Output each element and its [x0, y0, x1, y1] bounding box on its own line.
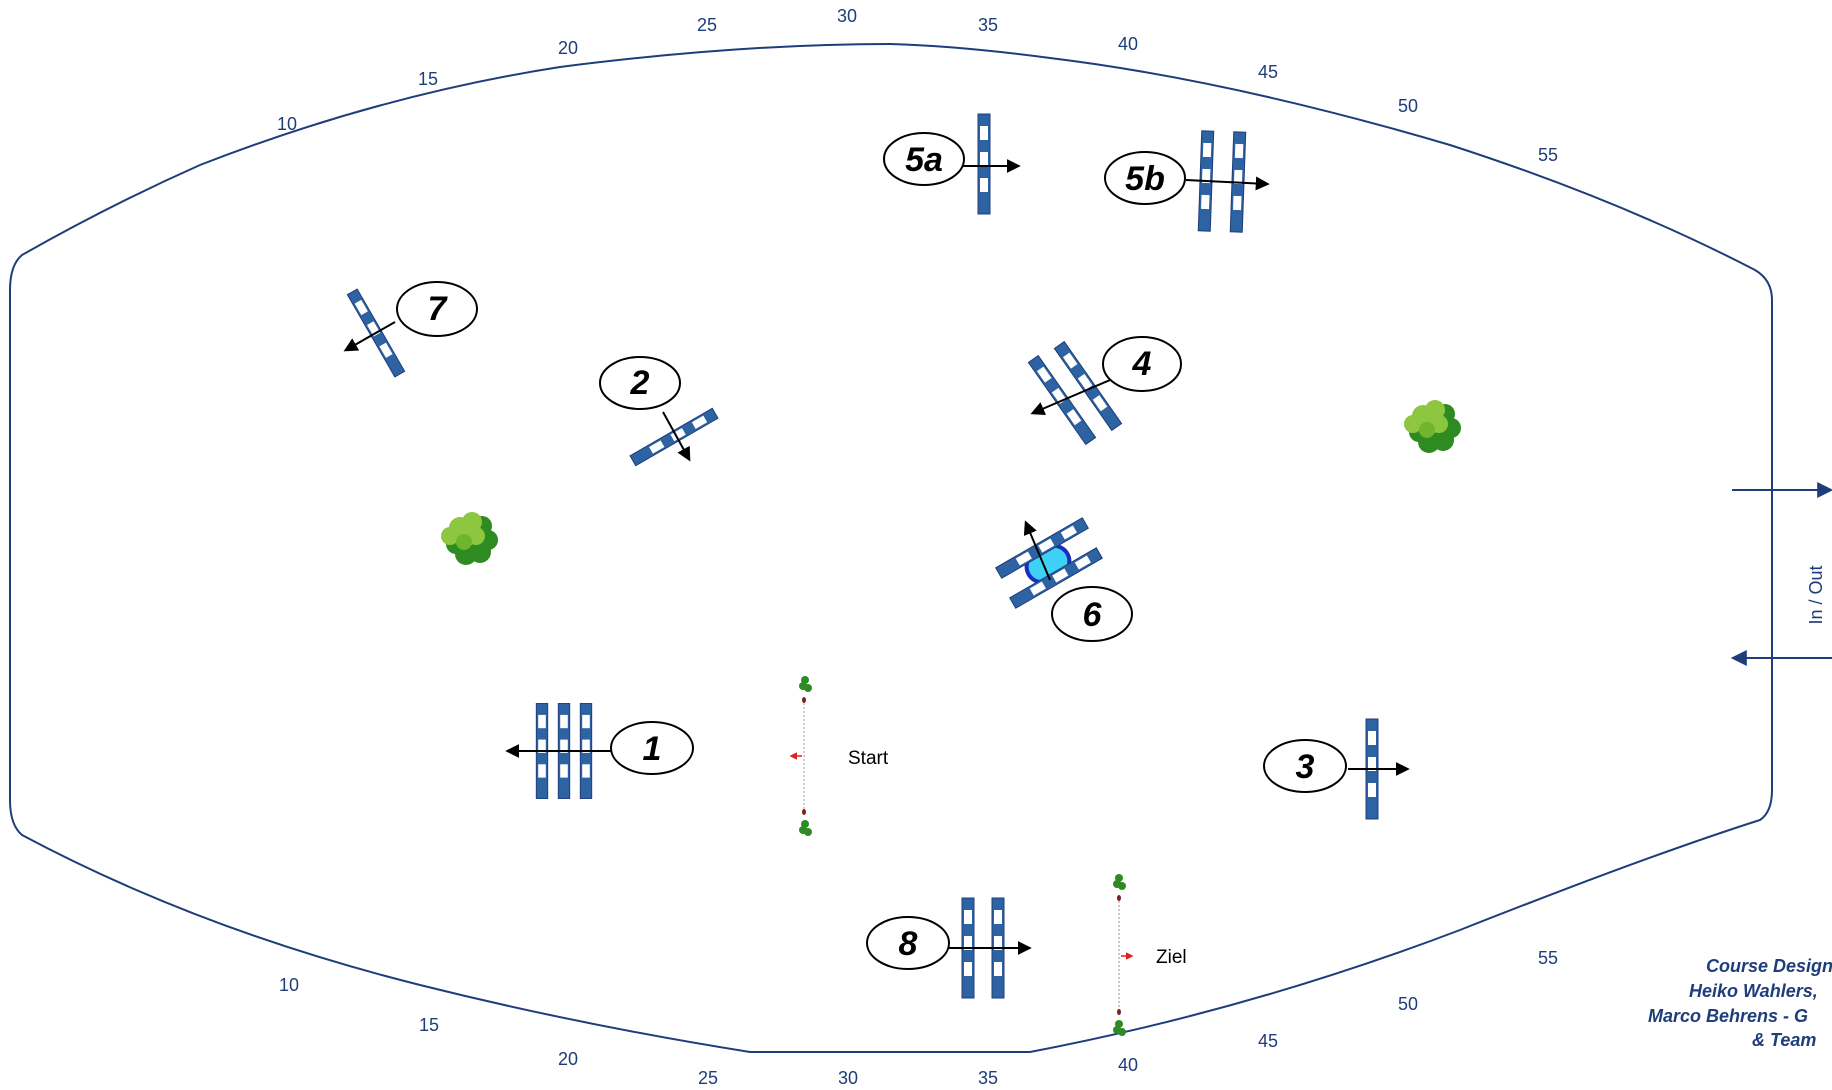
obstacle-number: 6: [1083, 596, 1103, 634]
entrance-label: In / Out: [1806, 565, 1826, 624]
scale-bottom-mark: 35: [978, 1068, 998, 1088]
obstacle-7: 7: [343, 281, 478, 378]
tree-icon: [1404, 400, 1461, 453]
scale-top-mark: 50: [1398, 96, 1418, 116]
obstacle-number: 5b: [1125, 160, 1165, 198]
scale-bottom-mark: 55: [1538, 948, 1558, 968]
arena-boundary: [9, 42, 1773, 1053]
scale-top-mark: 45: [1258, 62, 1278, 82]
obstacle-5b: 5b: [1104, 130, 1270, 233]
credit-line: Marco Behrens - G: [1648, 1006, 1808, 1026]
obstacle-6: 6: [995, 517, 1133, 642]
scale-top-mark: 20: [558, 38, 578, 58]
obstacle-5a: 5a: [883, 113, 1021, 215]
scale-bottom-mark: 15: [419, 1015, 439, 1035]
tree-icon: [441, 512, 498, 565]
finish-line: Ziel: [1113, 874, 1187, 1036]
obstacle-1: 1: [505, 703, 694, 799]
scale-top-mark: 30: [837, 6, 857, 26]
scale-bottom-mark: 25: [698, 1068, 718, 1088]
obstacle-number: 1: [643, 730, 662, 768]
scale-bottom-mark: 40: [1118, 1055, 1138, 1075]
obstacle-8: 8: [866, 897, 1032, 999]
finish-label: Ziel: [1156, 947, 1187, 968]
start-line: Start: [789, 676, 889, 836]
entrance-exit: In / Out: [1730, 482, 1832, 666]
obstacle-number: 7: [428, 290, 449, 328]
obstacle-2: 2: [599, 356, 719, 467]
scale-bottom-mark: 30: [838, 1068, 858, 1088]
scale-bottom-mark: 10: [279, 975, 299, 995]
credit-line: Heiko Wahlers,: [1689, 981, 1818, 1001]
scale-top-mark: 25: [697, 15, 717, 35]
scale-top-mark: 35: [978, 15, 998, 35]
scale-bottom: 10 15 20 25 30 35 40 45 50 55: [279, 948, 1558, 1088]
obstacle-number: 8: [899, 925, 918, 963]
scale-top-mark: 55: [1538, 145, 1558, 165]
scale-top-mark: 15: [418, 69, 438, 89]
obstacle-number: 3: [1296, 748, 1315, 786]
obstacle-3: 3: [1263, 718, 1410, 820]
obstacle-4: 4: [1027, 336, 1182, 445]
credit-line: Course Design:: [1706, 956, 1832, 976]
scale-top-mark: 40: [1118, 34, 1138, 54]
scale-bottom-mark: 20: [558, 1049, 578, 1069]
scale-bottom-mark: 45: [1258, 1031, 1278, 1051]
course-credits: Course Design: Heiko Wahlers, Marco Behr…: [1648, 956, 1832, 1050]
scale-bottom-mark: 50: [1398, 994, 1418, 1014]
scale-top-mark: 10: [277, 114, 297, 134]
scale-top: 10 15 20 25 30 35 40 45 50 55: [277, 6, 1558, 165]
start-label: Start: [848, 748, 889, 769]
obstacle-number: 2: [630, 364, 650, 402]
obstacle-number: 4: [1132, 345, 1152, 383]
obstacle-number: 5a: [905, 141, 943, 179]
credit-line: & Team: [1752, 1030, 1816, 1050]
